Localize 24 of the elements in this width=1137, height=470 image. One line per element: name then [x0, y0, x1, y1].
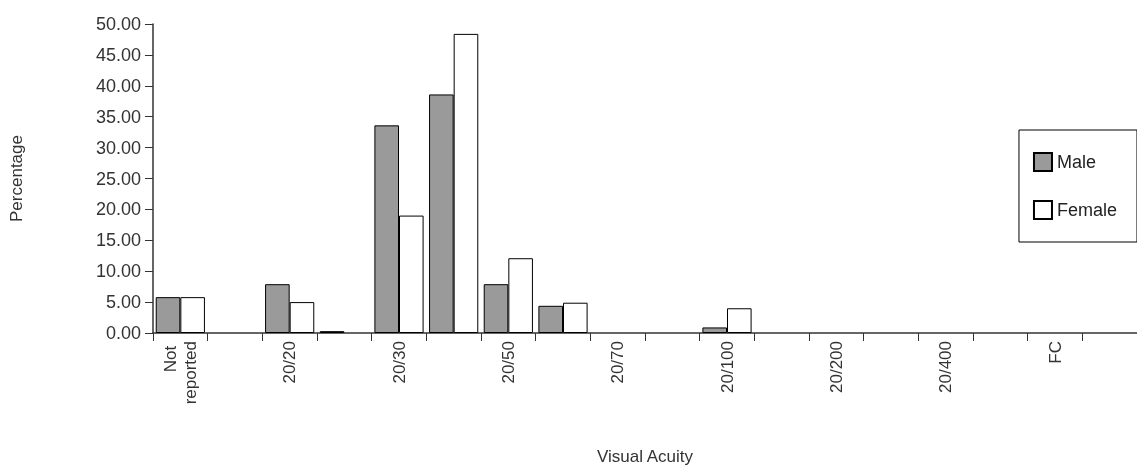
- y-tick-label: 0.00: [105, 323, 141, 343]
- x-tick-label: 20/100: [717, 341, 737, 393]
- y-tick-label: 5.00: [105, 292, 141, 313]
- x-tick-label: Not reported: [160, 341, 200, 405]
- legend-label: Female: [1056, 200, 1118, 220]
- x-tick-label: 20/70: [608, 341, 628, 384]
- x-tick-label: 20/20: [280, 341, 300, 384]
- y-tick-label: 45.00: [95, 44, 141, 65]
- legend-label: Male: [1056, 152, 1096, 172]
- y-tick-label: 20.00: [95, 199, 141, 220]
- x-tick-label: FC: [1045, 341, 1065, 364]
- x-tick-label: 20/400: [936, 341, 956, 393]
- x-tick-label: 20/50: [498, 341, 518, 384]
- y-tick-label: 50.00: [95, 14, 141, 34]
- x-axis-title: Visual Acuity: [596, 447, 694, 466]
- y-tick-label: 30.00: [95, 137, 141, 158]
- y-tick-label: 35.00: [95, 106, 141, 127]
- y-tick-label: 25.00: [95, 168, 141, 189]
- y-axis-title: Percentage: [7, 135, 26, 222]
- x-tick-label: 20/200: [826, 341, 846, 393]
- y-tick-label: 15.00: [95, 230, 141, 251]
- x-tick-label: 20/30: [389, 341, 409, 384]
- y-tick-label: 10.00: [95, 261, 141, 282]
- y-tick-label: 40.00: [95, 75, 141, 96]
